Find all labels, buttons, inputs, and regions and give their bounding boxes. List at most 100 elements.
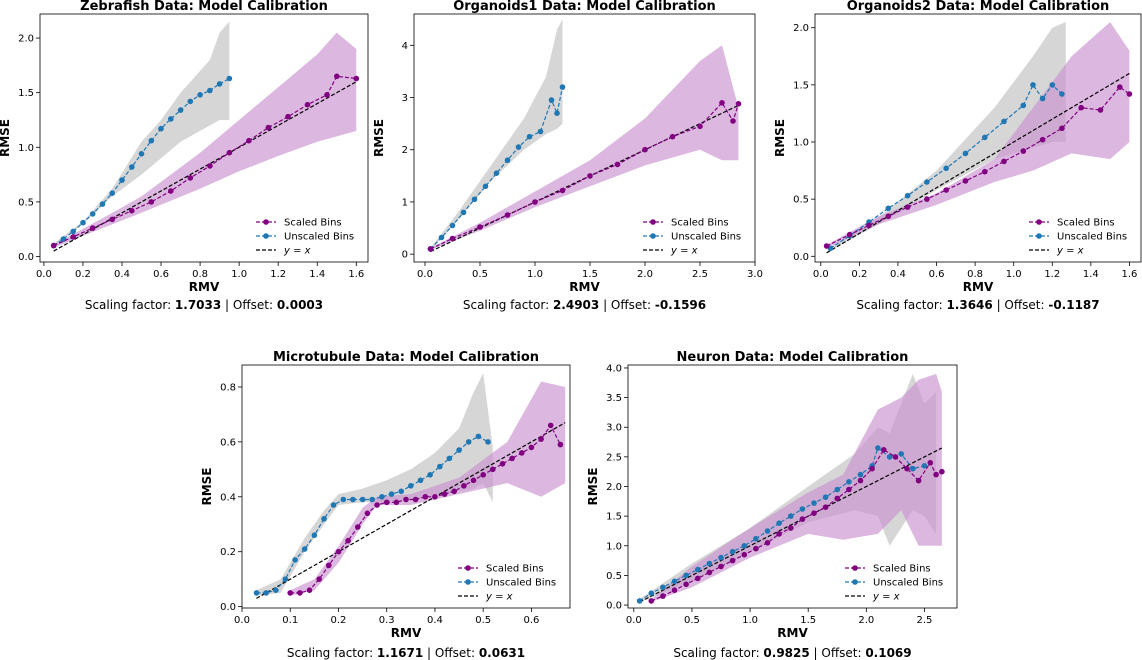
scaled-series-point	[559, 187, 566, 194]
x-tick-label: 0.0	[626, 615, 642, 626]
chart-panel-3: 0.0 0.2 0.4 0.6 0.8 1.0 1.2 1.4 1.6 0.0 0.5 1.0 1.5 2…	[773, 0, 1142, 312]
plot-area	[427, 19, 742, 253]
scaled-series-point	[735, 101, 742, 107]
scaled-series-point	[642, 146, 648, 153]
unscaled-series-point	[548, 97, 555, 103]
unscaled-series-point	[70, 228, 76, 235]
scaled-series-point	[648, 598, 655, 604]
unscaled-series-point	[875, 445, 881, 451]
axes-frame	[814, 13, 1142, 263]
legend-marker-scaled	[852, 565, 858, 571]
scaled-series-point	[532, 199, 538, 205]
unscaled-series-point	[273, 587, 279, 593]
x-tick-label: 0.2	[851, 269, 867, 280]
legend-label-scaled: Scaled Bins	[486, 564, 544, 575]
scaled-series-point	[753, 545, 759, 552]
y-tick-label: 1.0	[18, 143, 34, 154]
chart-title: Neuron Data: Model Calibration	[677, 350, 909, 365]
x-tick-label: 0.8	[192, 269, 208, 280]
legend-marker-unscaled	[263, 233, 269, 239]
scaled-series-point	[660, 593, 666, 599]
x-tick-label: 1.4	[1083, 269, 1099, 280]
chart-title: Organoids1 Data: Model Calibration	[453, 0, 716, 14]
plot-area	[636, 373, 945, 604]
unscaled-series-point	[330, 502, 337, 508]
unscaled-series-point	[438, 234, 445, 241]
x-axis-label: RMV	[777, 626, 808, 640]
scaled-series-point	[706, 569, 713, 576]
scaled-series-point	[587, 173, 593, 179]
scaled-series-point	[422, 494, 429, 500]
x-tick-label: 0.4	[427, 615, 443, 626]
unscaled-series-point	[788, 513, 794, 519]
x-axis-label: RMV	[189, 280, 220, 294]
x-tick-label: 2.0	[637, 269, 653, 280]
scaled-series-point	[364, 510, 371, 517]
unscaled-series-point	[834, 486, 841, 493]
legend-marker-scaled	[1036, 219, 1042, 225]
x-tick-label: 0.5	[475, 615, 491, 626]
scaling-factor-value: 1.1671	[377, 646, 423, 660]
calibration-caption: Scaling factor: 1.1671 | Offset: 0.0631	[287, 646, 525, 660]
unscaled-series-point	[311, 532, 318, 538]
scaled-series-point	[962, 178, 969, 184]
y-tick-label: 0	[402, 250, 408, 261]
unscaled-series-point	[811, 500, 817, 506]
unscaled-series-point	[119, 177, 125, 183]
x-tick-label: 0.8	[967, 269, 983, 280]
x-axis-label: RMV	[391, 626, 422, 640]
scaled-series-point	[776, 531, 782, 537]
scaled-series-point	[943, 187, 949, 193]
scaled-series-point	[846, 486, 852, 493]
scaled-series-point	[982, 168, 988, 175]
plot-area	[823, 22, 1133, 254]
unscaled-series-point	[359, 496, 366, 503]
offset-value: -0.1596	[655, 298, 706, 312]
scaled-series-point	[393, 499, 400, 506]
scaled-series-point	[355, 524, 361, 530]
scaled-series-point	[306, 587, 313, 593]
x-tick-label: 0.0	[813, 269, 829, 280]
scaled-series-point	[374, 502, 380, 508]
x-tick-label: 1.4	[309, 269, 325, 280]
unscaled-series-point	[559, 84, 566, 90]
legend-label-ideal: y = x	[670, 246, 698, 257]
unscaled-series-point	[398, 488, 405, 495]
unscaled-series-point	[526, 133, 533, 140]
unscaled-series-point	[943, 165, 949, 172]
legend: Scaled Bins Unscaled Bins y = x	[845, 564, 943, 603]
chart-panel-2: 0.0 0.5 1.0 1.5 2.0 2.5 3.0 0 1 2 3 4 Organoids1 Dat…	[372, 0, 763, 312]
y-tick-label: 4	[402, 41, 408, 52]
scaled-series-point	[764, 540, 771, 546]
scaled-confidence-band	[53, 32, 357, 248]
unscaled-series-point	[885, 205, 892, 212]
legend-label-unscaled: Unscaled Bins	[873, 578, 943, 589]
unscaled-series-point	[301, 546, 308, 552]
y-tick-label: 0.4	[220, 492, 236, 503]
scaling-factor-label: Scaling factor:	[85, 298, 175, 312]
scaled-series-point	[1059, 125, 1065, 132]
unscaled-series-point	[129, 164, 135, 170]
unscaled-series-point	[857, 471, 864, 478]
scaled-series-point	[927, 460, 934, 466]
scaled-series-point	[297, 590, 303, 596]
scaled-series-point	[939, 468, 945, 475]
y-tick-label: 0.2	[220, 547, 236, 558]
scaled-series-point	[799, 516, 806, 522]
chart-title: Organoids2 Data: Model Calibration	[847, 0, 1110, 14]
x-tick-label: 2.0	[858, 615, 874, 626]
unscaled-series-point	[379, 494, 385, 500]
y-tick-label: 0.0	[220, 602, 236, 613]
axes-frame	[413, 13, 756, 263]
scaled-series-point	[885, 213, 892, 220]
scaled-series-point	[557, 441, 564, 448]
unscaled-series-point	[921, 463, 928, 469]
unscaled-series-point	[515, 144, 522, 150]
unscaled-series-point	[89, 211, 96, 217]
unscaled-series-point	[504, 157, 511, 163]
unscaled-series-point	[799, 506, 806, 512]
scaled-series-point	[892, 454, 899, 460]
scaled-series-point	[881, 447, 887, 453]
scaled-series-point	[509, 455, 515, 462]
y-tick-label: 1.0	[793, 138, 809, 149]
